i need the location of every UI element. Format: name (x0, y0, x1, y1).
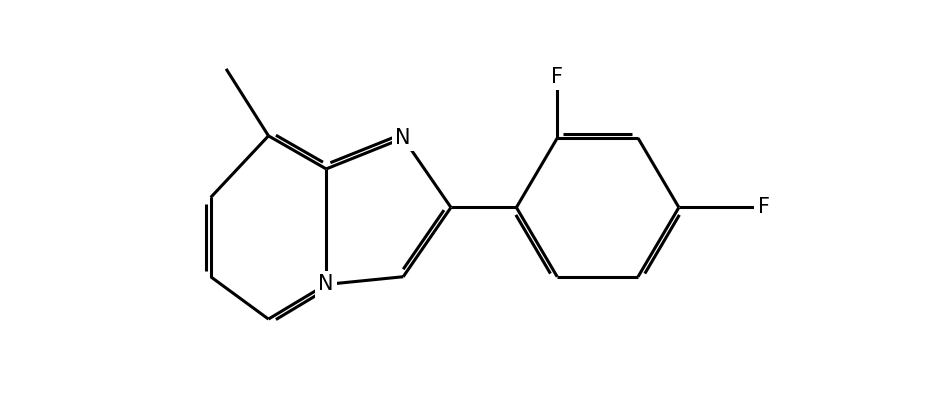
Text: N: N (319, 275, 334, 294)
Text: F: F (758, 197, 770, 217)
Text: N: N (396, 128, 411, 148)
Text: F: F (551, 67, 563, 87)
